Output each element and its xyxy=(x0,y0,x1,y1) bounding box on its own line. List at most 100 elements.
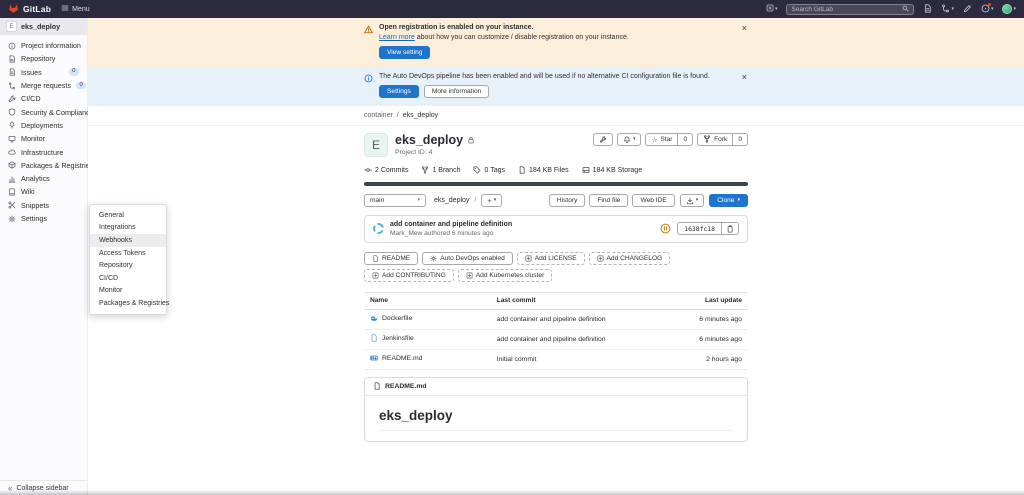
banner-text: The Auto DevOps pipeline has been enable… xyxy=(379,73,710,80)
registration-warning-banner: Open registration is enabled on your ins… xyxy=(88,18,1024,67)
close-banner-icon[interactable]: × xyxy=(741,72,747,82)
download-icon xyxy=(686,193,694,208)
auto-devops-enabled-button[interactable]: Auto DevOps enabled xyxy=(422,251,513,265)
menu-button[interactable]: Menu xyxy=(61,4,90,14)
flyout-item-monitor[interactable]: Monitor xyxy=(99,287,123,295)
help-menu-icon[interactable]: ▾ xyxy=(981,2,993,15)
file-row-readme-md: README.md Initial commit 2 hours ago xyxy=(364,349,748,370)
sidebar-item-label: Merge requests xyxy=(21,81,71,91)
sidebar-item-label: Monitor xyxy=(21,134,45,144)
repo-icon xyxy=(8,55,16,63)
more-information-button[interactable]: More information xyxy=(423,85,490,98)
issues-shortcut-icon[interactable] xyxy=(923,3,932,15)
sidebar-item-merge-requests[interactable]: Merge requests 0 xyxy=(0,79,87,92)
column-last-update: Last update xyxy=(671,291,748,310)
sidebar-item-snippets[interactable]: Snippets xyxy=(0,199,87,212)
add-file-button[interactable]: + ▾ xyxy=(481,194,503,207)
branch-selector[interactable]: main ▾ xyxy=(364,194,426,207)
clone-button[interactable]: Clone ▾ xyxy=(709,194,748,207)
stat-184-kb-files[interactable]: 184 KB Files xyxy=(518,166,569,174)
tree-path[interactable]: eks_deploy xyxy=(434,197,470,204)
breadcrumb-group-link[interactable]: container xyxy=(364,112,393,119)
flyout-item-repository[interactable]: Repository xyxy=(99,262,133,270)
info-icon xyxy=(364,74,373,98)
commit-message-link[interactable]: Initial commit xyxy=(496,355,537,363)
todos-icon[interactable] xyxy=(963,4,972,15)
web-ide-button[interactable]: Web IDE xyxy=(632,194,675,207)
project-id: Project ID: 4 xyxy=(395,149,433,156)
merge-icon xyxy=(8,82,16,90)
stat-1-branch[interactable]: 1 Branch xyxy=(421,166,460,174)
sidebar-item-ci-cd[interactable]: CI/CD xyxy=(0,92,87,105)
sidebar-item-deployments[interactable]: Deployments xyxy=(0,119,87,132)
history-button[interactable]: History xyxy=(548,194,586,207)
breadcrumb-project-link[interactable]: eks_deploy xyxy=(402,112,439,119)
commit-message-link[interactable]: add container and pipeline definition xyxy=(496,315,606,323)
copy-sha-button[interactable] xyxy=(721,223,738,235)
project-settings-button[interactable] xyxy=(592,133,613,146)
settings-button[interactable]: Settings xyxy=(379,85,419,98)
collapse-sidebar-button[interactable]: « Collapse sidebar xyxy=(0,480,87,495)
column-name: Name xyxy=(364,291,491,310)
commit-title-link[interactable]: add container and pipeline definition xyxy=(390,221,513,228)
new-menu-button[interactable]: ▾ xyxy=(766,4,777,14)
stat-0-tags[interactable]: 0 Tags xyxy=(473,166,505,174)
sidebar-item-repository[interactable]: Repository xyxy=(0,52,87,65)
sidebar-item-label: Infrastructure xyxy=(21,147,64,157)
stat-2-commits[interactable]: 2 Commits xyxy=(364,166,408,174)
add-contributing-button[interactable]: Add CONTRIBUTING xyxy=(364,268,454,282)
collapse-icon: « xyxy=(8,483,13,493)
find-file-button[interactable]: Find file xyxy=(589,194,629,207)
flyout-item-ci-cd[interactable]: CI/CD xyxy=(99,274,119,282)
commit-message-link[interactable]: add container and pipeline definition xyxy=(496,335,606,343)
repository-language-bar[interactable] xyxy=(364,182,748,186)
pipeline-status-icon[interactable] xyxy=(660,223,671,234)
star-button[interactable]: ☆ Star xyxy=(651,136,673,144)
flyout-item-access-tokens[interactable]: Access Tokens xyxy=(99,249,146,257)
star-count[interactable]: 0 xyxy=(677,134,692,145)
flyout-item-packages-registries[interactable]: Packages & Registries xyxy=(99,299,170,307)
file-icon xyxy=(373,382,381,390)
chevron-down-icon: ▾ xyxy=(417,197,420,203)
sidebar-item-issues[interactable]: Issues 0 xyxy=(0,66,87,79)
view-setting-button[interactable]: View setting xyxy=(379,46,431,59)
sidebar-item-project-information[interactable]: Project information xyxy=(0,39,87,52)
sidebar-item-label: Security & Compliance xyxy=(21,107,94,117)
collapse-sidebar-label: Collapse sidebar xyxy=(16,484,69,492)
column-last-commit: Last commit xyxy=(490,291,672,310)
sidebar-item-analytics[interactable]: Analytics xyxy=(0,172,87,185)
search-input[interactable] xyxy=(791,5,903,13)
readme-panel: README.md eks_deploy xyxy=(364,376,748,442)
sidebar-item-packages-registries[interactable]: Packages & Registries xyxy=(0,159,93,172)
user-menu[interactable]: ▾ xyxy=(1002,4,1016,14)
readme-button[interactable]: README xyxy=(364,251,419,265)
chevron-down-icon: ▾ xyxy=(493,197,497,203)
stat-184-kb-storage[interactable]: 184 KB Storage xyxy=(582,166,642,174)
fork-button-group: Fork 0 xyxy=(697,133,748,146)
sidebar-item-security-compliance[interactable]: Security & Compliance xyxy=(0,105,94,118)
file-link[interactable]: Dockerfile xyxy=(370,314,412,322)
sidebar-item-settings[interactable]: Settings xyxy=(0,212,87,225)
gitlab-logo[interactable]: GitLab xyxy=(8,3,51,16)
file-link[interactable]: README.md xyxy=(370,354,422,362)
learn-more-link[interactable]: Learn more xyxy=(379,34,415,41)
sidebar-item-monitor[interactable]: Monitor xyxy=(0,132,87,145)
download-button[interactable]: ▾ xyxy=(679,193,705,208)
readme-header[interactable]: README.md xyxy=(365,378,747,396)
add-kubernetes-cluster-button[interactable]: Add Kubernetes cluster xyxy=(457,268,553,282)
add-changelog-button[interactable]: Add CHANGELOG xyxy=(588,251,671,265)
add-license-button[interactable]: Add LICENSE xyxy=(516,251,585,265)
sidebar-item-infrastructure[interactable]: Infrastructure xyxy=(0,145,87,158)
fork-count[interactable]: 0 xyxy=(732,134,747,145)
flyout-item-integrations[interactable]: Integrations xyxy=(99,224,136,232)
commit-sha[interactable]: 1638fc18 xyxy=(684,224,715,233)
merge-requests-shortcut-icon[interactable]: ▾ xyxy=(941,4,954,15)
sidebar-item-wiki[interactable]: Wiki xyxy=(0,185,87,198)
notifications-button[interactable]: ▾ xyxy=(616,133,642,146)
flyout-item-webhooks[interactable]: Webhooks xyxy=(90,234,166,247)
close-banner-icon[interactable]: × xyxy=(741,23,747,33)
file-link[interactable]: Jenkinsfile xyxy=(370,334,414,342)
fork-button[interactable]: Fork xyxy=(698,134,732,145)
sidebar-project-context[interactable]: E eks_deploy xyxy=(0,18,87,35)
flyout-item-general[interactable]: General xyxy=(99,211,124,219)
